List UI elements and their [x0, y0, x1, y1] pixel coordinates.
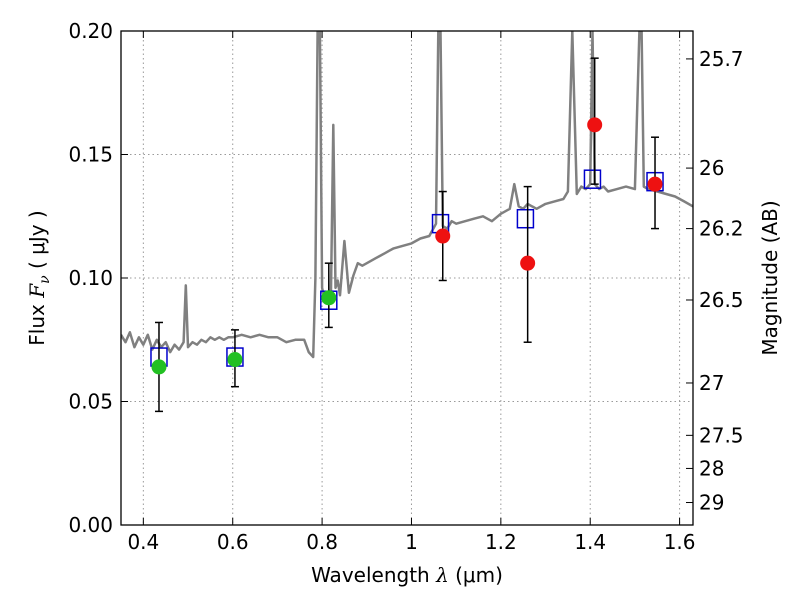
nir-point	[520, 255, 536, 271]
x-tick-label: 1.2	[485, 530, 517, 554]
x-tick-label: 0.4	[127, 530, 159, 554]
x-axis-title: Wavelength λ (μm)	[311, 563, 503, 587]
y-tick-label: 0.00	[68, 513, 113, 537]
nir-point	[647, 176, 663, 192]
nir-point	[435, 228, 451, 244]
mag-tick-label: 27.5	[699, 423, 744, 447]
mag-tick-label: 27	[699, 371, 724, 395]
mag-tick-label: 26.5	[699, 288, 744, 312]
x-tick-label: 1.4	[574, 530, 606, 554]
y-axis-title: Flux Fν ( μJy )	[25, 210, 53, 345]
axes-layer: 0.4 0.6 0.8 1 1.2 1.4 1.6 0.00 0.05 0.10 0.15 0.20 2…	[68, 19, 743, 554]
model-box-point	[583, 169, 602, 189]
y-tick-label: 0.10	[68, 266, 113, 290]
optical-point	[321, 290, 337, 306]
y-tick-label: 0.05	[68, 390, 113, 414]
x-tick-label: 0.6	[217, 530, 249, 554]
mag-tick-label: 29	[699, 491, 724, 515]
mag-tick-label: 26.2	[699, 217, 744, 241]
y-tick-label: 0.20	[68, 19, 113, 43]
optical-point	[151, 359, 167, 375]
nir-point	[587, 117, 603, 133]
mag-tick-label: 28	[699, 456, 724, 480]
series-layer	[121, 31, 693, 413]
mag-tick-label: 25.7	[699, 47, 744, 71]
x-tick-label: 1.6	[664, 530, 696, 554]
y2-axis-title: Magnitude (AB)	[758, 200, 782, 355]
spectrum-line	[121, 31, 693, 359]
y-tick-label: 0.15	[68, 143, 113, 167]
x-tick-label: 1	[405, 530, 418, 554]
x-tick-label: 0.8	[306, 530, 338, 554]
model-box-point	[516, 208, 535, 229]
mag-tick-label: 26	[699, 156, 724, 180]
optical-point	[227, 352, 243, 368]
